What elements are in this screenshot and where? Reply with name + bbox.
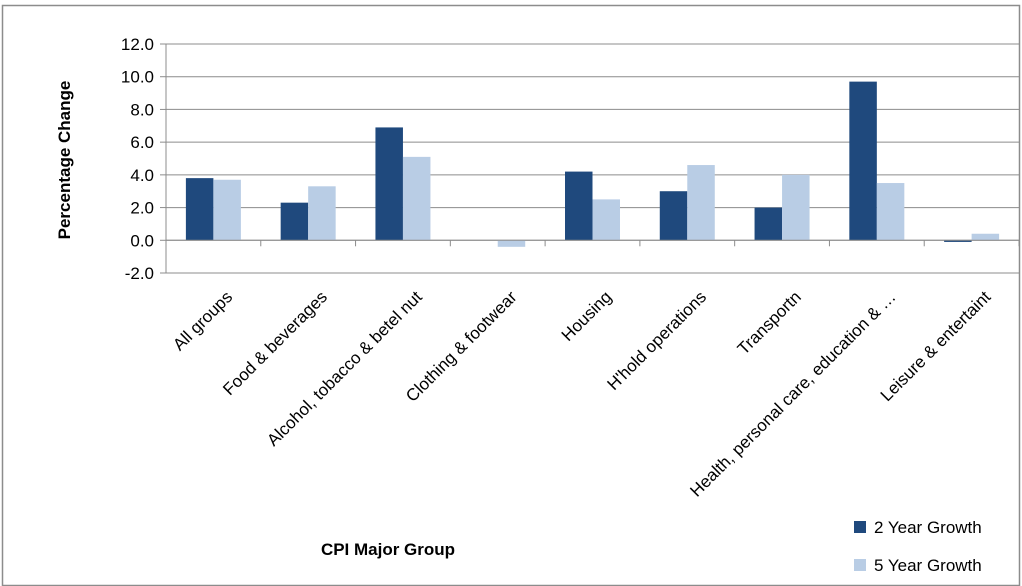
bar-series-1	[565, 171, 593, 241]
y-tick-label: -2.0	[125, 264, 154, 283]
y-tick-label: 4.0	[130, 166, 154, 185]
bar-series-1	[185, 178, 214, 241]
legend-swatch	[854, 559, 866, 571]
y-tick-label: 8.0	[130, 100, 154, 119]
y-tick-label: 0.0	[130, 231, 154, 250]
y-tick-labels: -2.0 0.0 2.0 4.0 6.0 8.0 10.0 12.0	[121, 35, 154, 283]
bar-series-2	[687, 165, 715, 241]
bar-series-2	[497, 240, 526, 247]
bar-series-2	[782, 174, 810, 241]
bar-series-2	[402, 156, 431, 241]
bar-series-1	[280, 202, 309, 241]
y-axis-title: Percentage Change	[55, 81, 74, 240]
bar-series-1	[944, 240, 972, 242]
legend-label: 2 Year Growth	[874, 518, 982, 537]
x-axis-title: CPI Major Group	[321, 540, 455, 559]
bar-series-2	[592, 199, 620, 241]
legend: 2 Year Growth 5 Year Growth	[854, 518, 982, 575]
y-tick-label: 12.0	[121, 35, 154, 54]
y-tick-label: 6.0	[130, 133, 154, 152]
y-tick-label: 10.0	[121, 68, 154, 87]
y-tick-label: 2.0	[130, 199, 154, 218]
bar-series-1	[754, 207, 783, 241]
bar-series-2	[213, 179, 241, 241]
bar-series-2	[876, 183, 905, 241]
bar-layer	[185, 81, 1000, 247]
bar-series-2	[308, 186, 336, 241]
bar-series-1	[849, 81, 877, 241]
bar-series-1	[375, 127, 403, 241]
legend-swatch	[854, 521, 866, 533]
bar-series-2	[971, 233, 1000, 241]
axis-layer	[165, 44, 1020, 273]
legend-label: 5 Year Growth	[874, 556, 982, 575]
bar-series-1	[659, 191, 688, 241]
